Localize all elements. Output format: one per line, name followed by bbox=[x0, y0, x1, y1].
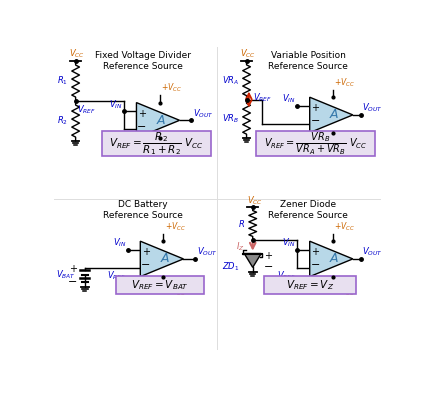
Text: $VR_B$: $VR_B$ bbox=[222, 112, 239, 125]
Text: $VR_A$: $VR_A$ bbox=[222, 74, 239, 86]
Text: Fixed Voltage Divider
Reference Source: Fixed Voltage Divider Reference Source bbox=[95, 51, 191, 71]
Text: −: − bbox=[141, 260, 151, 270]
Text: A: A bbox=[161, 252, 169, 265]
Polygon shape bbox=[310, 97, 353, 132]
Text: −: − bbox=[137, 122, 147, 132]
Text: $-V_{CC}$: $-V_{CC}$ bbox=[161, 147, 182, 159]
Text: $V_{CC}$: $V_{CC}$ bbox=[247, 194, 262, 207]
Text: Zener Diode
Reference Source: Zener Diode Reference Source bbox=[268, 200, 348, 220]
FancyBboxPatch shape bbox=[116, 276, 204, 294]
Text: $-V_{CC}$: $-V_{CC}$ bbox=[335, 141, 355, 154]
Polygon shape bbox=[244, 253, 261, 267]
Text: +: + bbox=[69, 264, 77, 274]
Text: $V_{OUT}$: $V_{OUT}$ bbox=[192, 107, 213, 119]
Text: $R$: $R$ bbox=[238, 218, 245, 229]
Text: DC Battery
Reference Source: DC Battery Reference Source bbox=[103, 200, 183, 220]
Text: A: A bbox=[157, 114, 165, 127]
Text: $-V_{CC}$: $-V_{CC}$ bbox=[335, 285, 355, 298]
Text: $V_{OUT}$: $V_{OUT}$ bbox=[362, 246, 383, 258]
Text: $R_1$: $R_1$ bbox=[57, 75, 68, 87]
Polygon shape bbox=[137, 103, 180, 138]
Text: −: − bbox=[264, 262, 273, 272]
Text: $V_{REF} = V_{BAT}$: $V_{REF} = V_{BAT}$ bbox=[131, 278, 189, 292]
Text: $V_{CC}$: $V_{CC}$ bbox=[70, 48, 85, 60]
Text: −: − bbox=[310, 260, 320, 270]
FancyBboxPatch shape bbox=[102, 131, 211, 156]
Text: Variable Position
Reference Source: Variable Position Reference Source bbox=[268, 51, 348, 71]
Text: $R_2$: $R_2$ bbox=[57, 115, 68, 127]
Text: $V_{IN}$: $V_{IN}$ bbox=[113, 237, 126, 249]
Text: $V_{BAT}$: $V_{BAT}$ bbox=[56, 269, 75, 281]
Text: $V_{IN}$: $V_{IN}$ bbox=[282, 237, 296, 249]
Text: −: − bbox=[310, 116, 320, 127]
Text: $V_{OUT}$: $V_{OUT}$ bbox=[362, 102, 383, 114]
Text: $V_{REF} = V_Z$: $V_{REF} = V_Z$ bbox=[286, 278, 334, 292]
Text: $V_{REF}$: $V_{REF}$ bbox=[107, 269, 126, 282]
Text: $V_{OUT}$: $V_{OUT}$ bbox=[196, 246, 217, 258]
Text: $+V_{CC}$: $+V_{CC}$ bbox=[161, 82, 182, 94]
FancyBboxPatch shape bbox=[256, 131, 375, 156]
Text: $+V_{CC}$: $+V_{CC}$ bbox=[335, 220, 355, 233]
Text: $-V_{CC}$: $-V_{CC}$ bbox=[165, 285, 186, 298]
Polygon shape bbox=[140, 241, 184, 277]
Text: −: − bbox=[68, 277, 77, 287]
Text: $I_Z$: $I_Z$ bbox=[237, 241, 245, 253]
Text: $+V_{CC}$: $+V_{CC}$ bbox=[165, 220, 186, 233]
Text: +: + bbox=[142, 248, 150, 257]
Text: A: A bbox=[330, 108, 339, 121]
Text: +: + bbox=[138, 109, 146, 119]
Text: $+V_{CC}$: $+V_{CC}$ bbox=[335, 76, 355, 89]
Text: $V_{REF}$: $V_{REF}$ bbox=[253, 92, 272, 104]
Text: +: + bbox=[264, 251, 272, 261]
Text: $V_{REF}$: $V_{REF}$ bbox=[77, 103, 96, 116]
Text: $V_{IN}$: $V_{IN}$ bbox=[109, 98, 123, 111]
Text: $V_{REF} = \dfrac{VR_B}{VR_A + VR_B}\ V_{CC}$: $V_{REF} = \dfrac{VR_B}{VR_A + VR_B}\ V_… bbox=[264, 130, 367, 157]
FancyBboxPatch shape bbox=[263, 276, 356, 294]
Text: +: + bbox=[311, 103, 319, 114]
Text: $V_{REF}$: $V_{REF}$ bbox=[277, 269, 296, 282]
Text: +: + bbox=[311, 248, 319, 257]
Text: $V_{REF} = \dfrac{R_2}{R_1 + R_2}\ V_{CC}$: $V_{REF} = \dfrac{R_2}{R_1 + R_2}\ V_{CC… bbox=[109, 130, 204, 157]
Polygon shape bbox=[310, 241, 353, 277]
Text: $V_{CC}$: $V_{CC}$ bbox=[240, 48, 256, 60]
Text: A: A bbox=[330, 252, 339, 265]
Text: $V_{IN}$: $V_{IN}$ bbox=[282, 93, 296, 105]
Text: $ZD_1$: $ZD_1$ bbox=[222, 260, 240, 273]
